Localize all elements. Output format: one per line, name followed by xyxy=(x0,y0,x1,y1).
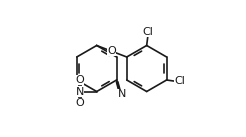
Text: O: O xyxy=(76,98,84,108)
Text: Cl: Cl xyxy=(142,27,154,37)
Text: Cl: Cl xyxy=(175,76,185,86)
Text: N: N xyxy=(117,89,126,99)
Text: N: N xyxy=(76,87,84,96)
Text: O: O xyxy=(107,46,116,56)
Text: O: O xyxy=(76,75,84,85)
